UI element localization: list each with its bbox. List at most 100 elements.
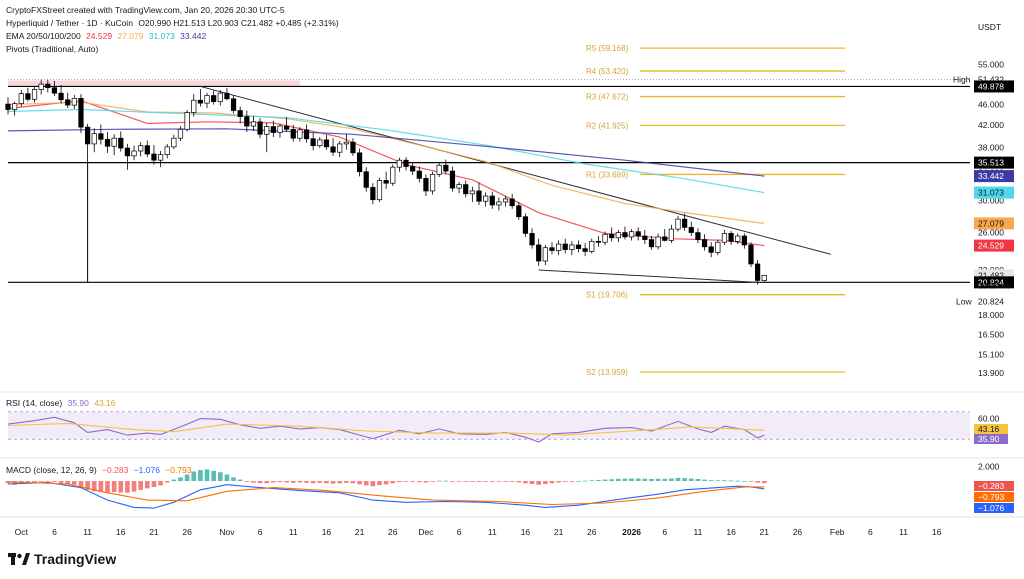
macd-histogram-bar — [596, 479, 601, 482]
y-tick-label: 55.000 — [978, 60, 1004, 70]
macd-histogram-bar — [536, 481, 542, 485]
pivot-label: S1 (19.706) — [586, 291, 628, 300]
macd-histogram-bar — [277, 481, 283, 483]
candle-body — [204, 95, 210, 104]
rsi-value-tag — [974, 434, 1008, 444]
candle-body — [18, 93, 24, 104]
macd-histogram-bar — [264, 481, 270, 484]
macd-histogram-bar — [397, 481, 402, 483]
candle-body — [237, 110, 243, 117]
macd-histogram-bar — [569, 481, 575, 482]
macd-histogram-bar — [615, 478, 621, 482]
x-tick-label: Nov — [219, 527, 235, 537]
candle-body — [31, 89, 38, 100]
macd-histogram-bar — [58, 481, 64, 484]
macd-histogram-bar — [635, 478, 641, 482]
macd-hist-legend-value: −0.283 — [102, 465, 129, 475]
x-tick-label: 16 — [322, 527, 332, 537]
macd-signal-line — [7, 481, 765, 506]
candle-body — [542, 247, 548, 262]
y-tick-label: 15.100 — [978, 349, 1004, 359]
macd-histogram-bar — [317, 481, 323, 483]
macd-histogram-bar — [324, 481, 329, 484]
macd-histogram-bar — [755, 481, 760, 483]
candle-body — [403, 159, 409, 167]
candle-body — [589, 240, 595, 252]
high-label: High — [953, 75, 971, 85]
macd-histogram-bar — [549, 481, 555, 484]
macd-pane[interactable] — [5, 469, 767, 509]
tradingview-brand[interactable]: TradingView — [8, 551, 116, 567]
macd-histogram-bar — [390, 481, 396, 484]
macd-histogram-bar — [748, 481, 754, 482]
rsi-legend-name[interactable]: RSI (14, close) — [6, 398, 63, 408]
x-tick-label: 11 — [899, 527, 908, 537]
header-ema-row: EMA 20/50/100/200 24.529 27.079 31.073 3… — [6, 31, 209, 41]
macd-histogram-bar — [158, 481, 163, 486]
macd-histogram-bar — [383, 481, 389, 485]
macd-line — [7, 481, 765, 509]
candle-body — [257, 121, 263, 135]
macd-histogram-bar — [589, 480, 595, 482]
macd-histogram-bar — [675, 477, 681, 482]
macd-histogram-bar — [702, 479, 707, 482]
price-tag — [974, 276, 1014, 289]
price-tag — [974, 186, 1014, 199]
candle-body — [443, 164, 449, 172]
candle-body — [735, 235, 741, 242]
symbol-name[interactable]: Hyperliquid / Tether · 1D · KuCoin — [6, 18, 133, 28]
candle-body — [436, 164, 442, 175]
price-pane[interactable]: R5 (59.168) R4 (53.420) R3 (47.672) R2 (41.… — [5, 44, 970, 377]
candle-body — [496, 201, 502, 206]
macd-histogram-bar — [470, 481, 475, 482]
x-tick-label: 21 — [760, 527, 770, 537]
macd-histogram-bar — [655, 478, 661, 482]
pivots-legend-name[interactable]: Pivots (Traditional, Auto) — [6, 44, 99, 54]
x-tick-label: 16 — [521, 527, 531, 537]
x-tick-label: 26 — [388, 527, 398, 537]
candle-body — [761, 275, 767, 281]
candle-body — [628, 231, 635, 238]
macd-histogram-bar — [649, 478, 654, 482]
macd-histogram-bar — [582, 480, 588, 482]
macd-histogram-bar — [32, 481, 37, 483]
macd-histogram-bar — [38, 481, 44, 482]
candle-body — [556, 243, 562, 251]
macd-histogram-bar — [12, 481, 17, 485]
x-tick-label: 26 — [587, 527, 597, 537]
countdown-label: 22:29:08 — [978, 280, 1011, 290]
low-value: 20.824 — [978, 296, 1004, 306]
candle-body — [118, 137, 124, 149]
price-tag — [974, 170, 1014, 183]
candle-body — [250, 121, 257, 127]
x-tick-label: 16 — [726, 527, 736, 537]
macd-line-legend-value: −1.076 — [133, 465, 160, 475]
candle-body — [449, 170, 456, 189]
candle-body — [695, 232, 701, 240]
macd-histogram-bar — [257, 481, 263, 484]
rsi-pane[interactable] — [7, 411, 970, 443]
candle-body — [98, 133, 104, 140]
macd-histogram-bar — [761, 481, 767, 484]
candle-body — [595, 240, 602, 243]
candle-body — [45, 83, 51, 89]
price-tag-text: 49.878 — [978, 81, 1004, 91]
macd-histogram-bar — [669, 478, 674, 482]
candle-body — [575, 244, 582, 249]
pivot-label: R3 (47.672) — [586, 93, 629, 102]
candle-body — [124, 147, 131, 157]
macd-legend-name[interactable]: MACD (close, 12, 26, 9) — [6, 465, 97, 475]
price-tag-text: 33.442 — [978, 171, 1004, 181]
candle-body — [748, 244, 754, 265]
macd-histogram-bar — [715, 480, 721, 482]
candle-body — [688, 227, 694, 233]
ema-legend-name[interactable]: EMA 20/50/100/200 — [6, 31, 81, 41]
price-tag-text: 24.529 — [978, 241, 1004, 251]
price-tag — [974, 156, 1014, 169]
x-tick-label: 16 — [932, 527, 942, 537]
macd-histogram-bar — [662, 478, 668, 482]
macd-histogram-bar — [164, 481, 170, 483]
macd-histogram-bar — [138, 481, 143, 490]
candle-body — [456, 184, 462, 189]
